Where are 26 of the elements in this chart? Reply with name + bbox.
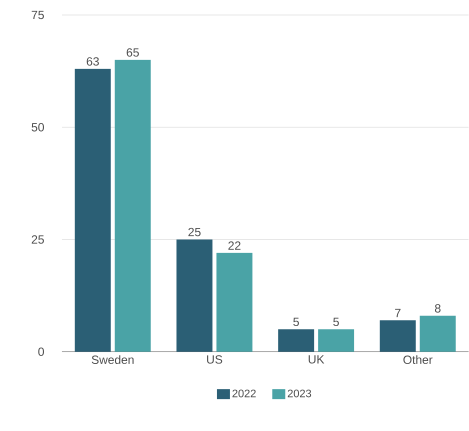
data-label: 22	[228, 242, 240, 250]
legend-label: 2022	[232, 390, 256, 398]
bar	[114, 60, 151, 352]
x-tick-label: Sweden	[92, 355, 134, 364]
data-label: 65	[126, 48, 139, 57]
legend-label: 2023	[288, 390, 312, 398]
data-label: 5	[333, 318, 339, 326]
bar	[216, 253, 252, 352]
x-tick-label: Other	[403, 355, 433, 364]
data-label: 7	[395, 309, 401, 318]
x-tick-label: UK	[308, 355, 324, 364]
bar	[420, 316, 456, 352]
data-label: 5	[293, 318, 299, 326]
bar	[74, 69, 111, 352]
bar	[176, 240, 212, 352]
y-tick-label: 25	[32, 235, 44, 244]
data-label: 8	[434, 304, 441, 313]
y-tick-label: 75	[32, 11, 44, 20]
y-tick-label: 50	[32, 123, 44, 132]
bar	[380, 320, 416, 352]
x-tick-label: US	[207, 355, 222, 364]
bar	[318, 329, 354, 352]
data-label: 25	[188, 228, 201, 236]
bar	[278, 329, 314, 352]
data-label: 63	[86, 57, 99, 66]
y-tick-label: 0	[38, 348, 44, 356]
